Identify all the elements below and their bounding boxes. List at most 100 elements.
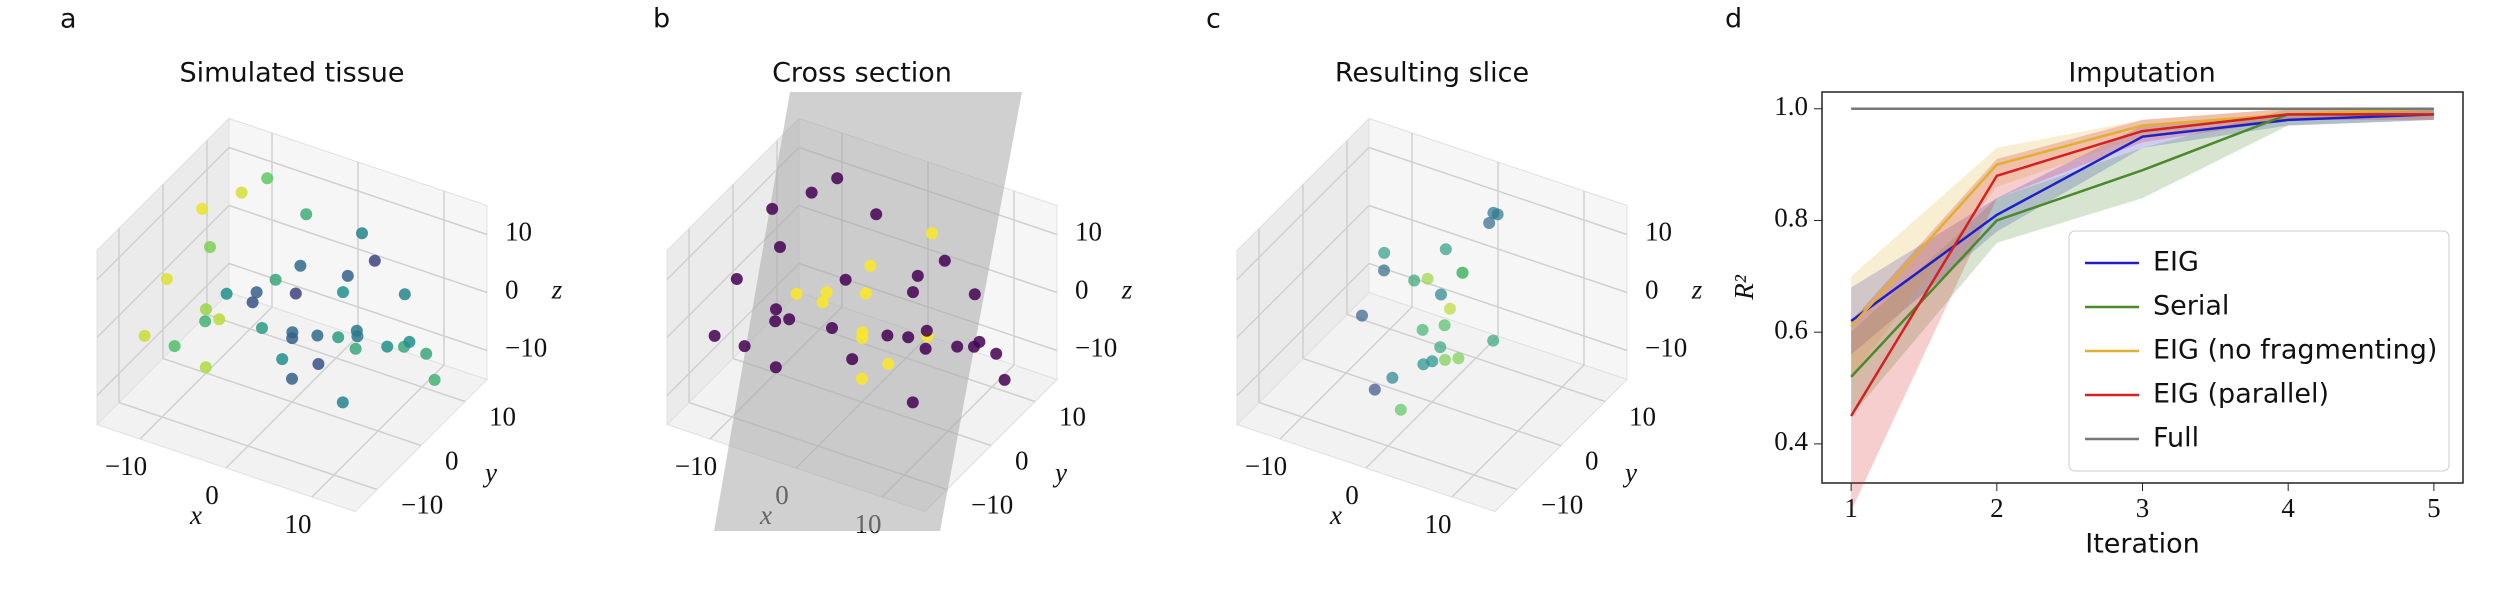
y-tick-label: −10 bbox=[971, 490, 1013, 520]
point bbox=[926, 227, 938, 240]
point bbox=[968, 288, 981, 301]
point bbox=[1394, 403, 1407, 416]
z-tick-label: 0 bbox=[1075, 275, 1089, 305]
point bbox=[938, 254, 951, 267]
point bbox=[730, 273, 743, 285]
point bbox=[294, 259, 307, 272]
point bbox=[199, 315, 212, 328]
point bbox=[403, 335, 416, 348]
y-axis-label: y bbox=[482, 458, 497, 488]
y-tick-label: 10 bbox=[1629, 402, 1656, 432]
point bbox=[428, 373, 441, 386]
y-tick-label: 0.8 bbox=[1774, 203, 1808, 233]
point bbox=[1421, 272, 1434, 285]
point bbox=[839, 273, 852, 286]
point bbox=[856, 372, 868, 385]
grid-line bbox=[118, 401, 378, 491]
point bbox=[870, 208, 883, 221]
cross-section-plane bbox=[714, 92, 1022, 531]
x-axis-label: Iteration bbox=[2085, 529, 2200, 560]
point bbox=[337, 286, 349, 299]
point bbox=[1439, 353, 1451, 366]
point bbox=[859, 287, 872, 300]
grid-line bbox=[96, 204, 230, 339]
z-tick-label: 10 bbox=[1075, 217, 1102, 247]
y-tick-label: 0 bbox=[1015, 446, 1029, 476]
z-axis-label: z bbox=[551, 275, 563, 305]
point bbox=[769, 315, 782, 328]
point bbox=[300, 208, 313, 221]
legend-label: EIG (parallel) bbox=[2153, 379, 2329, 410]
point bbox=[312, 358, 325, 370]
series-line bbox=[1850, 107, 2434, 328]
confidence-band bbox=[1851, 108, 2434, 355]
z-tick-label: 10 bbox=[1645, 217, 1672, 247]
z-tick-label: −10 bbox=[505, 333, 547, 363]
point bbox=[1408, 274, 1421, 287]
z-tick-label: 0 bbox=[1645, 275, 1659, 305]
x-tick-label: 10 bbox=[1425, 509, 1452, 539]
point bbox=[881, 329, 894, 342]
point bbox=[220, 287, 233, 300]
point bbox=[276, 353, 289, 366]
point bbox=[311, 329, 324, 342]
point bbox=[856, 332, 869, 345]
point bbox=[341, 269, 354, 282]
point bbox=[398, 288, 411, 301]
point bbox=[820, 286, 833, 299]
y-tick-label: 1.0 bbox=[1774, 91, 1808, 121]
x-tick-label: 2 bbox=[1990, 493, 2004, 523]
point bbox=[420, 347, 433, 360]
point bbox=[256, 322, 268, 334]
series-line bbox=[1850, 113, 2434, 323]
z-axis-label: z bbox=[1121, 275, 1133, 305]
point bbox=[882, 358, 895, 370]
point bbox=[1426, 355, 1439, 368]
point bbox=[783, 313, 796, 326]
x-tick-label: −10 bbox=[1245, 451, 1287, 481]
point bbox=[336, 396, 349, 409]
legend-label: EIG (no fragmenting) bbox=[2153, 335, 2437, 366]
point bbox=[911, 269, 924, 282]
grid-line bbox=[1368, 146, 1628, 236]
point bbox=[1487, 334, 1500, 347]
point bbox=[708, 329, 721, 342]
y-tick-label: 0.4 bbox=[1774, 426, 1808, 456]
point bbox=[350, 324, 363, 337]
y-axis-label: y bbox=[1052, 458, 1067, 488]
point bbox=[1483, 217, 1496, 229]
point bbox=[1356, 309, 1368, 322]
panel-label: a bbox=[60, 4, 77, 35]
point bbox=[289, 287, 302, 300]
point bbox=[368, 254, 381, 267]
point bbox=[269, 273, 282, 286]
x-tick-label: −10 bbox=[105, 451, 147, 481]
point bbox=[973, 335, 986, 348]
point bbox=[235, 186, 248, 199]
x-tick-label: 4 bbox=[2281, 493, 2295, 523]
legend-label: EIG bbox=[2153, 247, 2199, 278]
grid-line bbox=[96, 146, 230, 281]
point bbox=[168, 340, 181, 353]
point bbox=[1378, 246, 1391, 259]
point bbox=[246, 296, 259, 309]
z-tick-label: 10 bbox=[505, 217, 532, 247]
x-tick-label: 5 bbox=[2427, 493, 2441, 523]
x-axis-label: x bbox=[1329, 500, 1342, 530]
point bbox=[261, 172, 274, 185]
panel-title: Simulated tissue bbox=[180, 58, 405, 89]
point bbox=[138, 329, 151, 342]
z-tick-label: −10 bbox=[1075, 333, 1117, 363]
point bbox=[826, 322, 838, 334]
panel-title: Imputation bbox=[2068, 58, 2215, 89]
y-tick-label: 0 bbox=[1585, 446, 1599, 476]
x-tick-label: 0 bbox=[1345, 480, 1359, 510]
x-tick-label: 3 bbox=[2136, 493, 2150, 523]
panel-label: b bbox=[653, 4, 670, 35]
point bbox=[1452, 352, 1465, 365]
x-tick-label: 1 bbox=[1844, 493, 1858, 523]
point bbox=[349, 342, 362, 355]
point bbox=[213, 313, 226, 326]
